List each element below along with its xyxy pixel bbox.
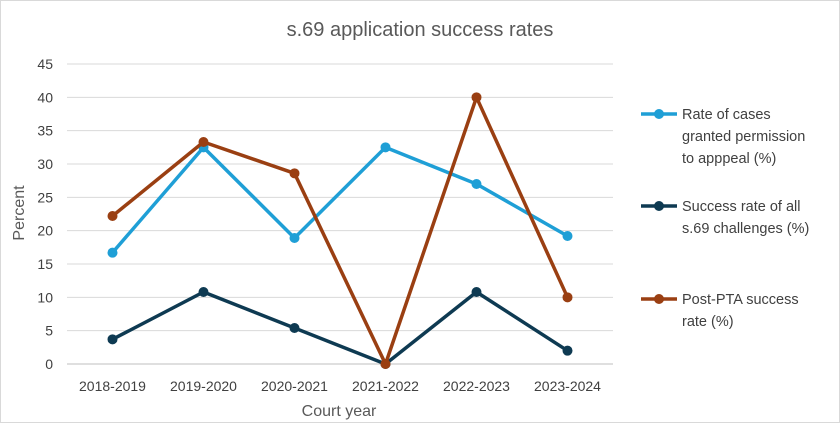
y-tick-label: 15 xyxy=(37,256,53,272)
x-tick-label: 2020-2021 xyxy=(261,378,328,394)
legend-label: Success rate of all xyxy=(682,199,800,215)
x-tick-label: 2021-2022 xyxy=(352,378,419,394)
data-point xyxy=(289,168,300,179)
legend-swatch-marker xyxy=(654,294,664,304)
y-tick-label: 10 xyxy=(37,289,53,305)
x-tick-label: 2023-2024 xyxy=(534,378,601,394)
y-tick-label: 5 xyxy=(45,323,53,339)
x-axis-title: Court year xyxy=(302,403,377,420)
series-3 xyxy=(107,92,573,369)
y-tick-label: 40 xyxy=(37,89,53,105)
series-2 xyxy=(107,287,573,369)
x-tick-label: 2019-2020 xyxy=(170,378,237,394)
data-point xyxy=(198,287,209,297)
data-point xyxy=(198,137,209,147)
data-point xyxy=(471,287,482,297)
data-point xyxy=(562,231,573,241)
data-point xyxy=(107,334,118,345)
y-tick-label: 45 xyxy=(37,56,53,72)
legend-item: Success rate of all s.69 challenges (%) xyxy=(641,199,809,237)
y-tick-label: 0 xyxy=(45,356,53,372)
x-tick-label: 2022-2023 xyxy=(443,378,510,394)
series-line xyxy=(111,145,569,254)
series-line xyxy=(111,290,569,366)
legend-label: s.69 challenges (%) xyxy=(682,221,809,237)
legend-label: Post-PTA success xyxy=(682,292,799,308)
data-point xyxy=(289,323,300,333)
x-tick-label: 2018-2019 xyxy=(79,378,146,394)
legend-label: to apppeal (%) xyxy=(682,151,776,167)
y-tick-label: 30 xyxy=(37,156,53,172)
legend: Rate of cases granted permission to apppea… xyxy=(641,107,809,330)
data-point xyxy=(471,92,482,103)
chart-title: s.69 application success rates xyxy=(287,19,554,41)
legend-swatch-marker xyxy=(654,109,664,119)
data-point xyxy=(380,359,391,369)
data-point xyxy=(107,211,118,221)
legend-label: rate (%) xyxy=(682,314,734,330)
y-axis-title: Percent xyxy=(11,185,28,241)
series-1 xyxy=(107,142,573,258)
data-point xyxy=(380,142,391,153)
y-axis-ticks: 0 5 10 15 20 25 30 35 40 45 xyxy=(37,56,53,372)
series-line xyxy=(111,95,570,366)
legend-swatch-marker xyxy=(654,201,664,211)
legend-label: granted permission xyxy=(682,129,805,145)
y-tick-label: 25 xyxy=(37,189,53,205)
data-point xyxy=(562,292,573,303)
data-point xyxy=(289,233,300,243)
series-lines xyxy=(107,92,573,369)
data-point xyxy=(107,247,118,258)
y-tick-label: 20 xyxy=(37,223,53,239)
legend-label: Rate of cases xyxy=(682,107,771,123)
legend-item: Post-PTA success rate (%) xyxy=(641,292,799,330)
y-tick-label: 35 xyxy=(37,123,53,139)
x-axis-ticks: 2018-2019 2019-2020 2020-2021 2021-2022 2022… xyxy=(79,378,601,394)
legend-item: Rate of cases granted permission to apppea… xyxy=(641,107,805,167)
data-point xyxy=(471,179,482,189)
data-point xyxy=(562,345,573,356)
